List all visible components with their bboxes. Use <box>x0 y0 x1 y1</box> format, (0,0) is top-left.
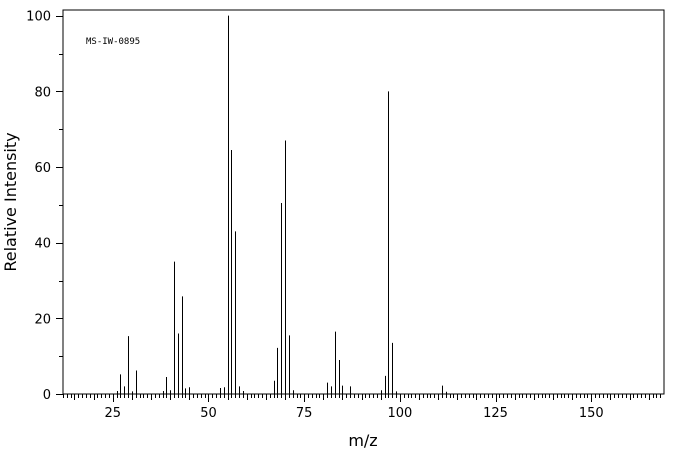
y-tick-label: 20 <box>34 312 51 327</box>
x-tick-label: 75 <box>296 406 313 421</box>
y-axis-title: Relative Intensity <box>1 132 20 271</box>
y-tick-label: 60 <box>34 161 51 176</box>
x-tick-label: 150 <box>579 406 604 421</box>
x-tick-label: 125 <box>483 406 508 421</box>
spectrum-id-annotation: MS-IW-0895 <box>86 37 140 47</box>
y-axis-ticks: 0 20 40 60 80 100 <box>26 10 63 403</box>
y-tick-label: 80 <box>34 85 51 100</box>
x-tick-label: 50 <box>200 406 217 421</box>
x-axis-title: m/z <box>348 431 377 450</box>
y-tick-label: 0 <box>43 388 51 403</box>
x-tick-label: 25 <box>104 406 121 421</box>
y-tick-label: 40 <box>34 237 51 252</box>
y-tick-label: 100 <box>26 10 51 25</box>
x-tick-label: 100 <box>387 406 412 421</box>
plot-frame <box>62 9 665 395</box>
x-axis-ticks: 25 50 75 100 125 150 <box>63 394 661 421</box>
peaks-layer <box>117 15 447 394</box>
